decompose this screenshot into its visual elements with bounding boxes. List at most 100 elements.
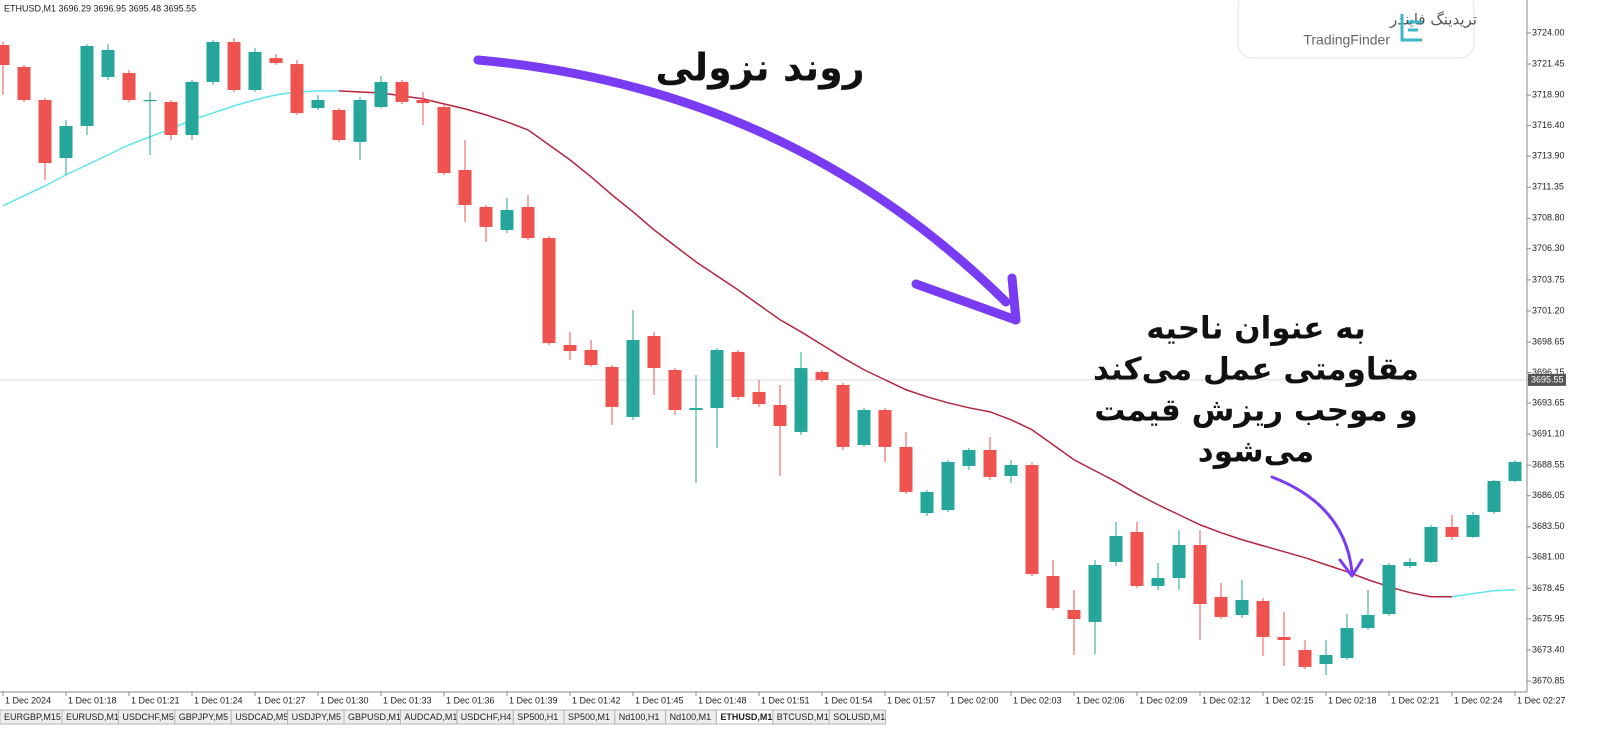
downtrend-arrow xyxy=(473,55,1011,307)
symbol-tab[interactable]: ETHUSD,M1 xyxy=(715,709,774,725)
symbol-tab[interactable]: USDJPY,M5 xyxy=(287,709,345,725)
candle-body xyxy=(1361,615,1375,629)
tab-label[interactable]: USDJPY,M5 xyxy=(292,712,341,722)
y-tick-label: 3701.20 xyxy=(1532,305,1565,315)
symbol-tab[interactable]: EURGBP,M15 xyxy=(0,709,63,725)
candle-body xyxy=(1025,465,1039,575)
tab-label[interactable]: SOLUSD,M1 xyxy=(833,712,885,722)
symbol-tab[interactable]: USDCAD,M5 xyxy=(230,709,288,725)
plot-area xyxy=(0,38,1527,675)
x-tick-label: 1 Dec 02:18 xyxy=(1328,695,1377,705)
candle-body xyxy=(290,64,304,114)
tab-label[interactable]: EURGBP,M15 xyxy=(4,712,61,722)
y-tick-label: 3670.85 xyxy=(1532,675,1565,685)
candle-body xyxy=(416,100,430,104)
x-tick-label: 1 Dec 02:24 xyxy=(1454,695,1503,705)
candle-body xyxy=(17,66,31,100)
x-tick-label: 1 Dec 01:42 xyxy=(572,695,621,705)
symbol-tab[interactable]: AUDCAD,M1 xyxy=(399,709,457,725)
candle-body xyxy=(605,366,619,407)
symbol-tab[interactable]: GBPJPY,M5 xyxy=(174,709,232,725)
tab-background[interactable] xyxy=(828,709,887,725)
downtrend-arrowhead xyxy=(911,273,1021,325)
x-tick-label: 1 Dec 02:03 xyxy=(1013,695,1062,705)
candle-body xyxy=(542,238,556,344)
candle-body xyxy=(878,410,892,447)
candle-body xyxy=(521,206,535,239)
tab-label[interactable]: EURUSD,M1 xyxy=(66,712,119,722)
x-tick-label: 1 Dec 02:21 xyxy=(1391,695,1440,705)
candle-body xyxy=(941,461,955,510)
symbol-tab[interactable]: USDCHF,M5 xyxy=(117,709,176,725)
x-tick-label: 1 Dec 01:27 xyxy=(257,695,306,705)
candle-body xyxy=(857,410,871,445)
candle-body xyxy=(710,350,724,409)
pointer-arrow xyxy=(1270,475,1354,574)
x-tick-label: 1 Dec 2024 xyxy=(5,695,51,705)
tab-label[interactable]: AUDCAD,M1 xyxy=(404,712,457,722)
y-tick-label: 3698.65 xyxy=(1532,336,1565,346)
tab-label[interactable]: GBPUSD,M1 xyxy=(348,712,401,722)
symbol-tab[interactable]: EURUSD,M1 xyxy=(61,709,119,725)
x-tick-label: 1 Dec 01:18 xyxy=(68,695,117,705)
candle-body xyxy=(458,170,472,205)
tab-label[interactable]: Nd100,M1 xyxy=(670,712,712,722)
symbol-tab[interactable]: Nd100,M1 xyxy=(665,709,717,725)
y-tick-label: 3678.45 xyxy=(1532,583,1565,593)
tab-label[interactable]: USDCHF,H4 xyxy=(461,712,512,722)
y-tick-label: 3706.30 xyxy=(1532,243,1565,253)
candle-body xyxy=(353,100,367,142)
candle-body xyxy=(269,58,283,64)
candle-body xyxy=(668,370,682,410)
candle-body xyxy=(500,210,514,230)
candle-body xyxy=(584,350,598,365)
tab-label[interactable]: USDCAD,M5 xyxy=(235,712,288,722)
y-tick-label: 3721.45 xyxy=(1532,58,1565,68)
symbol-header: ETHUSD,M1 3696.29 3696.95 3695.48 3695.5… xyxy=(4,3,196,13)
tab-label[interactable]: SP500,M1 xyxy=(568,712,610,722)
last-price-tag xyxy=(1528,373,1566,386)
candle-body xyxy=(836,385,850,447)
symbol-tab[interactable]: Nd100,H1 xyxy=(614,709,667,725)
candle-body xyxy=(1109,535,1123,562)
y-tick-label: 3686.05 xyxy=(1532,490,1565,500)
arrows xyxy=(473,55,1364,578)
tab-label[interactable]: USDCHF,M5 xyxy=(122,712,174,722)
x-tick-label: 1 Dec 02:09 xyxy=(1139,695,1188,705)
x-tick-label: 1 Dec 02:00 xyxy=(950,695,999,705)
symbol-tab[interactable]: USDCHF,H4 xyxy=(456,709,514,725)
symbol-tab[interactable]: GBPUSD,M1 xyxy=(343,709,401,725)
tab-bar: EURGBP,M15 EURUSD,M1 USDCHF,M5 GBPJPY,M5 USD… xyxy=(0,709,887,725)
candle-body xyxy=(1004,465,1018,476)
candle-body xyxy=(1508,461,1522,481)
candle-body xyxy=(437,106,451,174)
symbol-tab[interactable]: SP500,M1 xyxy=(563,709,616,725)
candle-body xyxy=(689,408,703,410)
symbol-tab[interactable]: SOLUSD,M1 xyxy=(828,709,887,725)
tab-label[interactable]: ETHUSD,M1 xyxy=(720,712,772,722)
candle-body xyxy=(1298,650,1312,667)
candle-body xyxy=(1340,628,1354,659)
tab-label[interactable]: SP500,H1 xyxy=(517,712,558,722)
symbol-tab[interactable]: BTCUSD,M1 xyxy=(772,709,830,725)
symbol-tab[interactable]: SP500,H1 xyxy=(512,709,565,725)
candle-body xyxy=(248,51,262,90)
logo-title: تریدینگ فایندر xyxy=(1389,11,1477,29)
annotation-line: مقاومتی عمل می‌کند xyxy=(1093,352,1419,388)
candle-body xyxy=(80,45,94,126)
x-tick-label: 1 Dec 01:30 xyxy=(320,695,369,705)
annotation-title: روند نزولی xyxy=(655,46,864,91)
logo: تریدینگ فایندر TradingFinder xyxy=(1237,0,1477,59)
last-price-label: 3695.55 xyxy=(1531,374,1564,384)
candle-body xyxy=(1382,565,1396,615)
tab-label[interactable]: GBPJPY,M5 xyxy=(179,712,228,722)
y-tick-label: 3703.75 xyxy=(1532,274,1565,284)
tab-label[interactable]: BTCUSD,M1 xyxy=(777,712,829,722)
tab-label[interactable]: Nd100,H1 xyxy=(619,712,660,722)
candle-body xyxy=(1214,596,1228,617)
moving-average-line xyxy=(338,90,1452,598)
x-tick-label: 1 Dec 01:57 xyxy=(887,695,936,705)
y-tick-label: 3675.95 xyxy=(1532,613,1565,623)
candle-body xyxy=(311,100,325,109)
